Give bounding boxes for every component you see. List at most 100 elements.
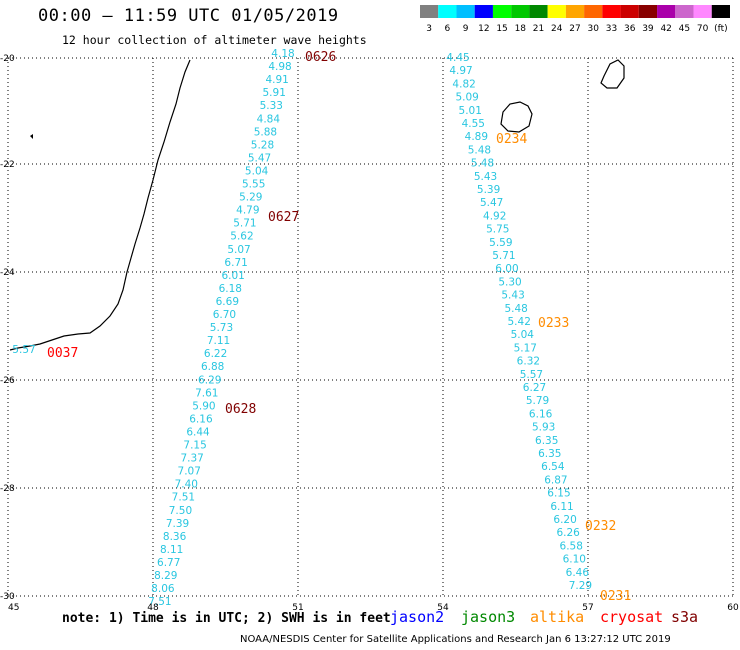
legend-swatch	[602, 5, 621, 18]
swh-value: 5.90	[192, 400, 215, 412]
swh-value: 5.71	[233, 218, 256, 230]
y-tick-label: -24	[0, 268, 15, 278]
swh-value: 5.48	[504, 303, 527, 315]
x-tick-label: 45	[8, 603, 19, 613]
map-subtitle: 12 hour collection of altimeter wave hei…	[62, 33, 367, 47]
swh-value: 6.29	[198, 374, 221, 386]
legend-label: 27	[569, 24, 580, 34]
swh-value: 8.06	[151, 583, 175, 595]
legend-label: 42	[660, 24, 671, 34]
swh-value: 6.27	[523, 382, 546, 394]
swh-value: 6.01	[221, 270, 244, 282]
swh-value: 4.98	[268, 61, 291, 73]
swh-value: 5.43	[474, 171, 497, 183]
x-tick-label: 51	[292, 603, 303, 613]
time-label: 0233	[538, 316, 569, 331]
swh-value: 5.47	[480, 197, 503, 209]
satellite-cryosat: cryosat	[600, 608, 664, 626]
swh-value: 4.55	[462, 118, 485, 130]
swh-value: 5.39	[477, 184, 500, 196]
y-tick-label: -20	[0, 54, 15, 64]
swh-value: 6.26	[556, 527, 580, 539]
swh-value: 6.18	[219, 283, 242, 295]
swh-value: 6.20	[553, 514, 576, 526]
axis-labels: 45 48 51 54 57 60 -20 -22 -24 -26 -28 -30	[0, 54, 739, 613]
swh-value: 7.29	[569, 580, 592, 592]
legend-swatch	[711, 5, 730, 18]
swh-value: 4.18	[271, 48, 294, 60]
madagascar-coastline	[9, 59, 191, 351]
legend-swatch	[620, 5, 639, 18]
legend-swatch	[474, 5, 493, 18]
swh-value: 5.30	[498, 276, 521, 288]
swh-value: 5.57	[520, 369, 543, 381]
legend-label: 33	[606, 24, 617, 34]
satellite-jason3: jason3	[461, 608, 516, 626]
legend-swatch	[584, 5, 603, 18]
swh-value: 5.01	[459, 105, 482, 117]
legend-label: 45	[679, 24, 690, 34]
swh-value: 7.51	[148, 596, 171, 608]
swh-value: 5.93	[532, 422, 555, 434]
time-label: 0626	[305, 50, 336, 65]
y-tick-label: -28	[0, 484, 15, 494]
legend-label: 12	[478, 24, 489, 34]
swh-value: 5.09	[455, 92, 478, 104]
legend-swatch	[420, 5, 439, 18]
swh-value: 6.32	[517, 356, 540, 368]
legend-label: 9	[463, 24, 469, 34]
swh-value: 6.15	[547, 488, 570, 500]
swh-value: 7.40	[175, 479, 198, 491]
swh-value: 4.84	[257, 113, 281, 125]
swh-value: 6.46	[566, 567, 590, 579]
y-tick-label: -26	[0, 376, 15, 386]
x-tick-label: 54	[437, 603, 449, 613]
swh-value: 5.79	[526, 395, 549, 407]
swh-value: 6.70	[213, 309, 236, 321]
swh-value: 5.07	[227, 244, 250, 256]
legend-label: 30	[588, 24, 600, 34]
swh-value: 5.17	[514, 342, 537, 354]
swh-value: 4.89	[465, 131, 488, 143]
swh-value: 6.77	[157, 557, 180, 569]
footer-note: note: 1) Time is in UTC; 2) SWH is in fe…	[62, 611, 391, 626]
legend-swatch	[675, 5, 694, 18]
swh-value: 6.11	[550, 501, 573, 513]
legend-label: (ft)	[714, 24, 728, 34]
swh-value: 5.04	[245, 165, 269, 177]
legend-swatch	[456, 5, 475, 18]
y-tick-label: -22	[0, 160, 15, 170]
legend-swatch	[547, 5, 566, 18]
legend-label: 21	[533, 24, 544, 34]
time-labels: 0626 0627 0628 0037 0234 0233 0232 0231	[47, 50, 631, 604]
legend-swatch	[657, 5, 676, 18]
swh-value: 4.82	[452, 78, 475, 90]
swh-value: 7.39	[166, 518, 189, 530]
swh-value: 5.48	[471, 158, 494, 170]
swh-value: 6.58	[560, 540, 583, 552]
swh-value: 6.00	[495, 263, 518, 275]
swh-value: 7.11	[207, 335, 230, 347]
legend-label: 36	[624, 24, 636, 34]
time-label: 0231	[600, 589, 631, 604]
swh-value: 4.45	[446, 52, 469, 64]
color-legend: 3 6 9 12 15 18 21 24 27 30 33 36 39 42 45 70 (ft)	[420, 5, 730, 34]
altimeter-tracks: 4.184.984.915.915.334.845.885.285.475.04…	[12, 48, 592, 608]
legend-swatch	[438, 5, 457, 18]
legend-label: 24	[551, 24, 563, 34]
x-tick-label: 48	[147, 603, 159, 613]
map-title: 00:00 — 11:59 UTC 01/05/2019	[38, 6, 339, 26]
swh-value: 5.57	[12, 344, 35, 356]
legend-swatch	[693, 5, 712, 18]
swh-value: 5.91	[263, 87, 286, 99]
swh-value: 6.87	[544, 474, 567, 486]
legend-swatch	[529, 5, 548, 18]
swh-value: 6.16	[529, 408, 553, 420]
legend-swatch	[492, 5, 512, 18]
swh-value: 7.50	[169, 505, 192, 517]
swh-value: 8.29	[154, 570, 177, 582]
swh-value: 6.35	[535, 435, 558, 447]
swh-value: 4.91	[265, 74, 288, 86]
swh-value: 6.44	[186, 426, 210, 438]
